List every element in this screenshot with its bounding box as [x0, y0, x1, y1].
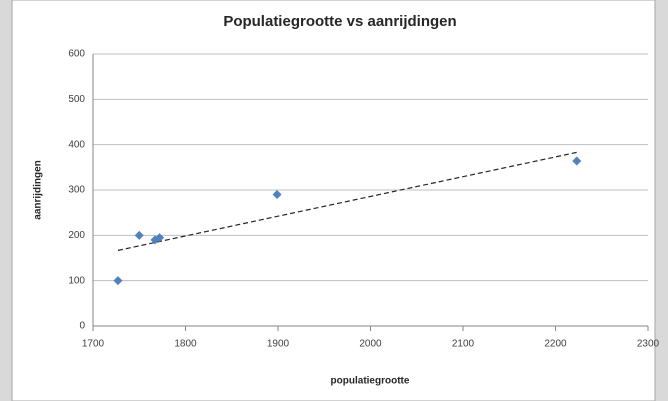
x-tick-label: 1800: [174, 339, 197, 350]
data-point: [572, 156, 582, 166]
x-tick-label: 1900: [267, 339, 290, 350]
y-axis-title: aanrijdingen: [33, 160, 44, 219]
x-axis-title: populatiegrootte: [331, 376, 410, 387]
data-point: [155, 233, 165, 243]
data-point: [272, 190, 282, 200]
x-tick-label: 2200: [544, 339, 567, 350]
x-tick-label: 2000: [359, 339, 382, 350]
chart-area: [11, 0, 656, 401]
data-point: [134, 230, 144, 240]
y-tick-label: 200: [68, 230, 85, 241]
data-point: [113, 276, 123, 286]
x-tick-label: 2300: [637, 339, 660, 350]
chart-title: Populatiegrootte vs aanrijdingen: [223, 13, 456, 30]
y-tick-label: 0: [79, 321, 85, 332]
y-tick-label: 300: [68, 185, 85, 196]
x-tick-label: 2100: [452, 339, 475, 350]
y-tick-label: 600: [68, 49, 85, 60]
y-tick-label: 500: [68, 94, 85, 105]
y-tick-label: 400: [68, 139, 85, 150]
trendline: [117, 151, 577, 251]
x-tick-label: 1700: [82, 339, 105, 350]
y-tick-label: 100: [68, 275, 85, 286]
